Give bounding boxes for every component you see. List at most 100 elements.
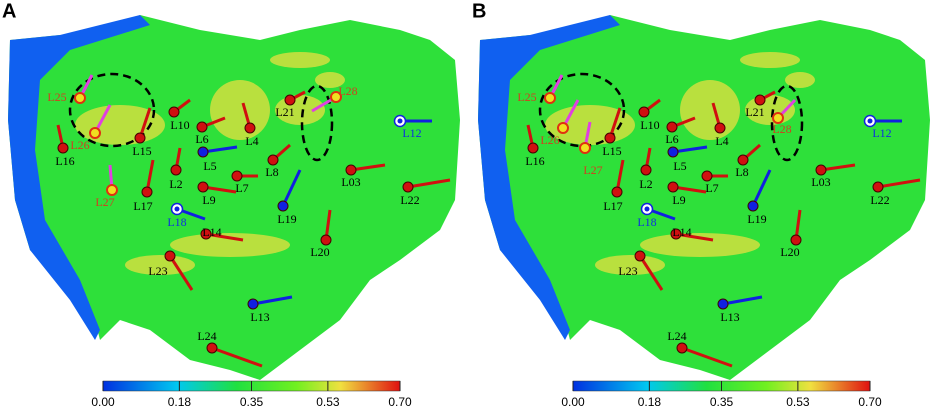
site-marker <box>170 164 182 176</box>
site-label: L16 <box>55 154 74 168</box>
site-marker <box>74 92 86 104</box>
direction-stick <box>202 185 237 194</box>
site-marker <box>747 200 759 212</box>
site-label: L5 <box>673 159 686 173</box>
high-value-area <box>210 80 270 140</box>
colorbar-tick-label: 0.35 <box>710 395 734 409</box>
site-label: L22 <box>400 193 419 207</box>
site-label: L24 <box>667 329 686 343</box>
site-marker <box>267 154 279 166</box>
site-marker <box>247 298 259 310</box>
site-label: L22 <box>870 193 889 207</box>
site-label: L14 <box>202 225 221 239</box>
colorbar-tick-label: 0.18 <box>168 395 192 409</box>
highlight-ellipse <box>770 84 804 162</box>
site-label: L16 <box>525 154 544 168</box>
direction-stick <box>877 178 921 189</box>
colorbar-tick-label: 0.53 <box>316 395 340 409</box>
high-value-area <box>680 80 740 140</box>
site-label: L9 <box>672 193 685 207</box>
high-value-area <box>170 233 290 257</box>
site-marker-dot <box>644 206 650 212</box>
land <box>8 15 460 380</box>
site-label: L8 <box>735 165 748 179</box>
site-marker <box>815 164 827 176</box>
site-label: L17 <box>133 199 152 213</box>
colorbar-tick-label: 0.53 <box>786 395 810 409</box>
site-label: L26 <box>70 138 89 152</box>
site-label: L7 <box>235 181 248 195</box>
site-label: L13 <box>250 310 269 324</box>
direction-stick <box>350 163 386 172</box>
site-label: L18 <box>167 215 186 229</box>
direction-stick <box>672 185 707 194</box>
site-marker <box>638 106 650 118</box>
site-label: L27 <box>583 163 602 177</box>
site-marker <box>402 181 414 193</box>
site-marker <box>604 132 616 144</box>
coastal-zone <box>8 15 150 340</box>
high-value-area <box>640 233 760 257</box>
highlight-ellipse <box>538 72 626 148</box>
panel-label: B <box>472 0 486 22</box>
high-value-area <box>315 72 345 88</box>
direction-stick <box>722 295 763 306</box>
site-marker <box>634 250 646 262</box>
site-label: L4 <box>715 134 728 148</box>
site-marker <box>640 164 652 176</box>
site-label: L27 <box>95 195 114 209</box>
site-label: L23 <box>618 264 637 278</box>
site-label: L28 <box>772 122 791 136</box>
site-marker <box>667 146 679 158</box>
site-marker <box>106 184 118 196</box>
site-marker <box>89 127 101 139</box>
site-marker <box>676 342 688 354</box>
site-marker-dot <box>397 118 403 124</box>
site-marker <box>134 132 146 144</box>
direction-stick <box>211 346 263 368</box>
site-label: L8 <box>265 165 278 179</box>
site-marker <box>717 298 729 310</box>
site-label: L19 <box>747 212 766 226</box>
coastal-zone <box>478 15 620 340</box>
site-marker-dot <box>867 118 873 124</box>
site-marker <box>277 200 289 212</box>
site-label: L25 <box>517 90 536 104</box>
site-marker <box>666 121 678 133</box>
direction-stick <box>675 232 714 242</box>
site-marker <box>57 142 69 154</box>
site-label: L9 <box>202 193 215 207</box>
site-marker <box>330 91 342 103</box>
high-value-area <box>785 72 815 88</box>
site-marker <box>168 106 180 118</box>
site-label: L2 <box>169 177 182 191</box>
direction-stick <box>252 295 293 306</box>
direction-stick <box>168 255 194 291</box>
panel: A L25 L26 L27 L16 L15 L10 L6 L4 L5 L2 L9 L7 L8 L21 L28 L… <box>2 0 460 409</box>
site-marker <box>200 228 212 240</box>
site-marker <box>197 146 209 158</box>
site-marker <box>754 94 766 106</box>
site-marker <box>320 234 332 246</box>
site-marker <box>714 122 726 134</box>
site-label: L14 <box>672 225 691 239</box>
high-value-area <box>270 52 330 68</box>
high-value-area <box>740 52 800 68</box>
site-marker <box>284 94 296 106</box>
site-label: L7 <box>705 181 718 195</box>
direction-stick <box>638 255 664 291</box>
site-marker <box>872 181 884 193</box>
site-label: L25 <box>47 90 66 104</box>
site-label: L6 <box>665 132 678 146</box>
site-marker <box>557 122 569 134</box>
site-label: L17 <box>603 199 622 213</box>
site-marker <box>196 121 208 133</box>
site-label: L20 <box>780 245 799 259</box>
site-marker <box>231 170 243 182</box>
site-marker <box>345 164 357 176</box>
site-label: L20 <box>310 245 329 259</box>
site-marker <box>772 112 784 124</box>
site-marker <box>244 122 256 134</box>
colorbar-tick-label: 0.18 <box>638 395 662 409</box>
